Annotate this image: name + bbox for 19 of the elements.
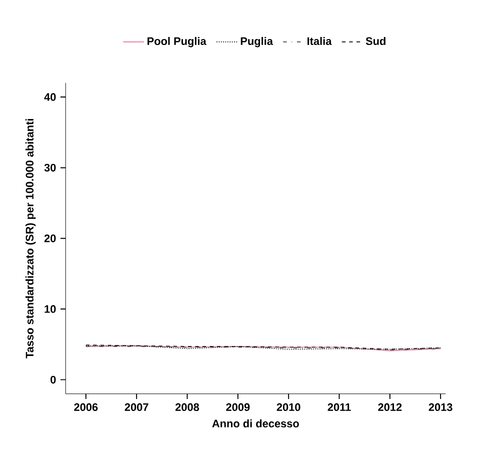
y-tick-label: 40 — [44, 93, 56, 102]
x-tick-label: 2008 — [175, 404, 200, 412]
x-tick-label: 2012 — [378, 404, 402, 412]
y-axis-title: Tasso standardizzato (SR) per 100.000 abitanti — [25, 119, 36, 359]
x-tick-label: 2010 — [276, 404, 300, 412]
x-tick-label: 2013 — [428, 404, 452, 412]
legend-label: Sud — [366, 37, 386, 46]
x-axis-title: Anno di decesso — [212, 420, 299, 428]
y-tick-label: 30 — [44, 164, 56, 172]
y-tick-label: 20 — [44, 234, 56, 242]
y-tick-label: 0 — [50, 376, 56, 384]
x-tick-label: 2007 — [124, 404, 148, 412]
legend-label: Pool Puglia — [148, 37, 206, 48]
legend-label: Puglia — [240, 37, 274, 48]
x-tick-label: 2009 — [226, 404, 250, 412]
x-tick-label: 2006 — [74, 404, 98, 412]
x-tick-label: 2011 — [328, 404, 351, 412]
y-tick-label: 10 — [44, 305, 56, 314]
legend-label: Italia — [308, 37, 332, 46]
